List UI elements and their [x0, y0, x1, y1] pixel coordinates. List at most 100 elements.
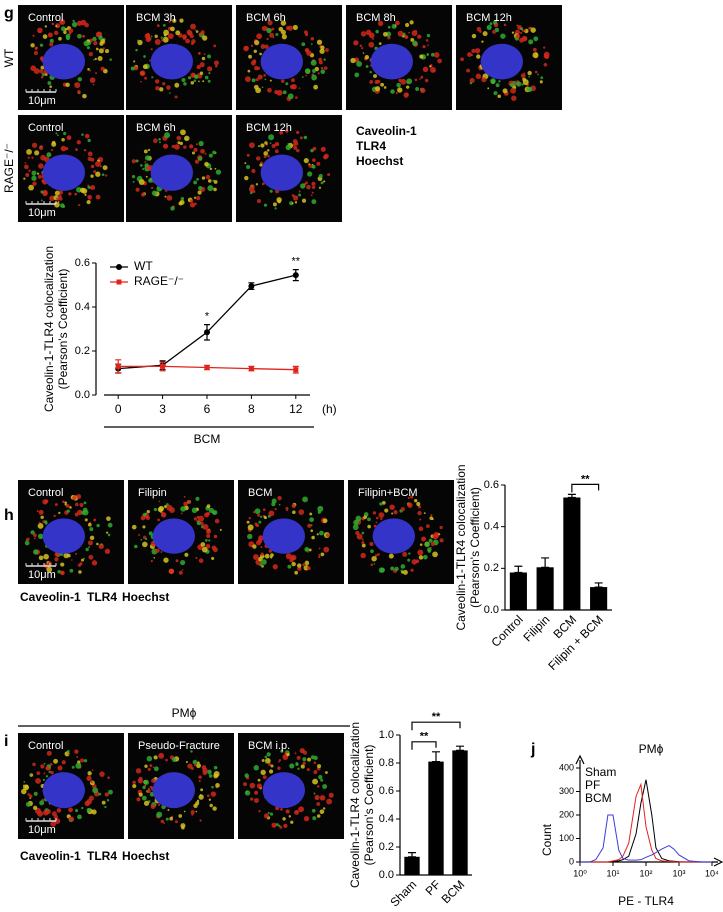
cell-signal [183, 501, 188, 507]
cell-signal [157, 506, 163, 513]
cell-signal [46, 152, 52, 158]
cell-signal [474, 48, 481, 54]
cell-signal [143, 149, 148, 154]
cell-signal [144, 160, 147, 163]
stain-legend: Caveolin-1 [20, 590, 81, 604]
cell-signal [54, 190, 60, 196]
cell-signal [322, 518, 328, 524]
image-label: Control [28, 122, 63, 134]
cell-signal [197, 190, 202, 195]
cell-signal [40, 65, 45, 70]
cell-signal [29, 794, 33, 798]
cell-signal [198, 52, 201, 55]
cell-signal [191, 507, 198, 514]
cell-signal [259, 515, 263, 518]
cell-signal [267, 811, 270, 815]
group-header: PMϕ [172, 706, 197, 720]
cell-signal [250, 797, 254, 801]
cell-signal [295, 762, 299, 766]
cell-signal [264, 755, 268, 759]
cell-signal [263, 74, 266, 77]
cell-signal [481, 77, 487, 83]
cell-signal [437, 533, 441, 536]
cell-signal [90, 781, 94, 784]
cell-signal [305, 74, 308, 77]
cell-signal [146, 509, 150, 514]
axis-arrow [575, 754, 585, 765]
y-tick-label: 1.0 [379, 729, 394, 741]
cell-signal [207, 769, 212, 775]
cell-signal [41, 72, 43, 75]
cell-signal [246, 520, 250, 524]
cell-signal [249, 782, 256, 789]
cell-signal [204, 152, 207, 155]
cell-signal [498, 80, 501, 83]
cell-signal [400, 507, 405, 512]
nucleus [260, 43, 304, 80]
cell-signal [32, 805, 38, 811]
cell-signal [198, 156, 203, 161]
stain-legend: Hoechst [122, 849, 169, 863]
cell-signal [416, 501, 421, 507]
stain-legend: Hoechst [356, 154, 403, 168]
cell-signal [210, 791, 217, 797]
cell-signal [292, 24, 298, 31]
cell-signal [375, 29, 379, 34]
cell-signal [202, 523, 209, 530]
error-bar [408, 852, 416, 858]
cell-signal [145, 175, 148, 178]
cell-signal [263, 515, 267, 519]
cell-signal [426, 524, 430, 528]
cell-signal [280, 807, 283, 811]
cell-signal [267, 20, 273, 26]
cell-signal [55, 25, 58, 28]
cell-signal [539, 80, 543, 84]
cell-signal [24, 540, 30, 546]
cell-signal [202, 35, 208, 41]
cell-signal [291, 78, 295, 83]
cell-signal [29, 773, 32, 776]
cell-signal [487, 87, 490, 90]
cell-signal [167, 33, 174, 39]
cell-signal [172, 18, 177, 23]
cell-signal [534, 70, 538, 74]
cell-signal [208, 539, 211, 542]
cell-signal [526, 86, 533, 93]
cell-signal [543, 62, 548, 67]
cell-signal [209, 167, 213, 171]
cell-signal [93, 170, 97, 174]
cell-signal [266, 149, 270, 152]
cell-signal [177, 141, 181, 145]
cell-signal [53, 30, 59, 36]
cell-signal [297, 767, 300, 770]
scale-label: 10μm [28, 569, 56, 581]
cell-signal [72, 495, 77, 500]
cell-signal [308, 163, 311, 166]
point [115, 363, 121, 369]
cell-signal [164, 195, 167, 198]
cell-signal [38, 30, 41, 34]
cell-signal [165, 817, 169, 821]
cell-signal [266, 752, 271, 757]
cell-signal [294, 570, 299, 575]
cell-signal [481, 40, 484, 43]
cell-signal [174, 820, 178, 824]
cell-signal [104, 548, 111, 555]
point [292, 272, 299, 279]
cell-signal [190, 23, 196, 30]
cell-signal [208, 153, 213, 158]
cell-signal [378, 42, 382, 45]
cell-signal [66, 553, 71, 558]
cell-signal [260, 143, 265, 148]
cell-signal [212, 806, 217, 811]
cell-signal [27, 793, 31, 796]
cell-signal [489, 22, 493, 26]
cell-signal [391, 512, 394, 515]
cell-signal [104, 174, 108, 177]
cell-signal [285, 553, 292, 560]
cell-signal [51, 140, 56, 145]
cell-signal [101, 800, 106, 805]
x-tick-label: 3 [159, 402, 166, 416]
cell-signal [469, 81, 473, 85]
cell-signal [211, 785, 214, 789]
